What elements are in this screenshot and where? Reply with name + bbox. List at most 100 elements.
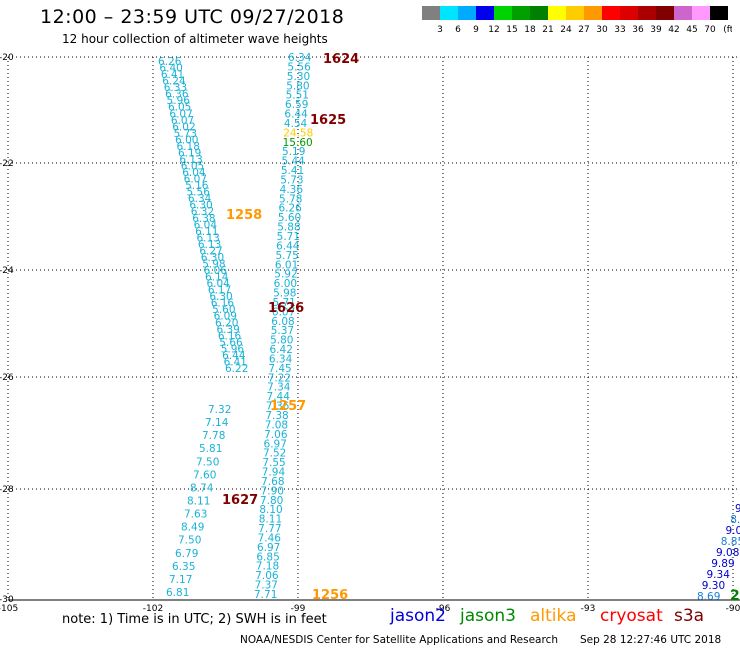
colorbar-label: 45 (686, 25, 697, 34)
colorbar-label: 18 (524, 25, 536, 34)
colorbar-label: 27 (578, 25, 589, 34)
wave-height-value: 7.38 (265, 410, 288, 422)
wave-height-value: 6.34 (269, 353, 293, 365)
wave-height-value: 8. (730, 514, 740, 526)
colorbar-label: 6 (455, 25, 461, 34)
wave-height-value: 5.73 (280, 174, 303, 186)
lat-tick-label: -26 (0, 373, 14, 383)
wave-height-value: 8.74 (190, 482, 214, 494)
colorbar-swatch (710, 6, 728, 20)
track-corner: 98.9.08.859.089.899.349.308.69 (697, 503, 740, 603)
wave-height-value: 6.38 (192, 213, 215, 225)
wave-height-value: 7.63 (184, 509, 207, 521)
map-title: 12:00 – 23:59 UTC 09/27/2018 (40, 6, 345, 28)
wave-height-value: 4.36 (280, 184, 304, 196)
wave-height-value: 6.27 (199, 245, 222, 257)
lat-tick-label: -22 (0, 159, 14, 169)
colorbar-label: 9 (473, 25, 479, 34)
colorbar-swatch (476, 6, 494, 20)
wave-height-value: 6.19 (178, 147, 201, 159)
wave-height-value: 7.06 (264, 429, 288, 441)
wave-height-value: 7.06 (255, 570, 279, 582)
wave-height-value: 7.71 (254, 589, 277, 601)
wave-height-value: 5.37 (271, 325, 294, 337)
wave-height-value: 5.44 (281, 156, 305, 168)
wave-height-value: 5.16 (185, 180, 209, 192)
pass-label-1258: 1258 (226, 208, 262, 223)
wave-height-value: 9.30 (702, 580, 725, 592)
wave-height-value: 8.49 (181, 522, 204, 534)
colorbar-swatch (602, 6, 620, 20)
wave-height-value: 9.08 (716, 547, 739, 559)
colorbar-swatch (440, 6, 458, 20)
wave-height-value: 5.80 (270, 335, 293, 347)
colorbar-swatch (656, 6, 674, 20)
pass-label-1624: 1624 (323, 52, 359, 67)
wave-height-value: 8.85 (721, 536, 740, 548)
wave-height-value: 6.16 (218, 330, 242, 342)
wave-height-value: 6.36 (165, 89, 189, 101)
wave-height-value: 9 (735, 503, 740, 515)
footer-timestamp: Sep 28 12:27:46 UTC 2018 (580, 634, 722, 646)
wave-height-value: 7.50 (178, 535, 201, 547)
colorbar-swatch (494, 6, 512, 20)
wave-height-value: 6.41 (224, 356, 247, 368)
wave-height-value: 6.05 (168, 102, 191, 114)
wave-height-value: 5.56 (287, 61, 311, 73)
wave-height-value: 6.16 (211, 298, 235, 310)
wave-height-value: 7.17 (169, 574, 192, 586)
wave-height-value: 7.32 (208, 404, 231, 416)
latitude-axis: -20 -22 -24 -26 -28 -30 (0, 53, 14, 605)
pass-labels: 1624 1625 1258 1626 1257 1627 1256 2 (222, 52, 740, 604)
wave-height-value: 5.51 (286, 90, 309, 102)
map-subtitle: 12 hour collection of altimeter wave hei… (62, 32, 328, 46)
wave-height-value: 7.55 (262, 457, 285, 469)
colorbar-label: 36 (632, 25, 644, 34)
colorbar-swatch (692, 6, 710, 20)
wave-height-value: 6.26 (278, 203, 302, 215)
lon-tick-label: -96 (436, 604, 451, 614)
wave-height-value: 5.81 (199, 443, 222, 455)
wave-height-value: 6.44 (284, 109, 308, 121)
wave-height-value: 6.07 (272, 306, 295, 318)
units-note: note: 1) Time is in UTC; 2) SWH is in fe… (62, 612, 327, 627)
wave-height-value: 24.58 (283, 127, 313, 139)
wave-height-value: 6.13 (196, 232, 219, 244)
lon-tick-label: -99 (291, 604, 306, 614)
wave-height-value: 5.60 (278, 212, 301, 224)
colorbar-swatch (422, 6, 440, 20)
wave-height-value: 7.45 (268, 363, 291, 375)
pass-label-1625: 1625 (310, 113, 346, 128)
colorbar-label: 70 (704, 25, 716, 34)
wave-height-value: 9.0 (726, 525, 740, 537)
wave-height-value: 6.34 (188, 193, 212, 205)
colorbar-label: 42 (668, 25, 679, 34)
colorbar-swatch (620, 6, 638, 20)
wave-height-value: 5.41 (281, 165, 304, 177)
lat-tick-label: -24 (0, 266, 14, 276)
wave-height-value: 6.07 (184, 174, 207, 186)
wave-height-value: 7.60 (193, 469, 216, 481)
wave-height-value: 6.59 (285, 99, 308, 111)
wave-height-value: 5.88 (277, 222, 300, 234)
wave-height-value: 8.69 (697, 591, 720, 603)
wave-height-value: 4.54 (284, 118, 308, 130)
wave-height-value: 6.44 (276, 240, 300, 252)
wave-height-value: 8.10 (259, 504, 282, 516)
map-grid (7, 56, 740, 601)
pass-label-1257: 1257 (270, 399, 306, 414)
colorbar-label: 24 (560, 25, 572, 34)
wave-height-value: 6.85 (256, 551, 279, 563)
wave-height-value: 6.06 (204, 265, 228, 277)
track-right: 6.345.565.305.805.516.596.444.5424.5815.… (254, 52, 313, 601)
wave-height-value: 6.30 (189, 200, 212, 212)
colorbar-swatch (584, 6, 602, 20)
colorbar-label: 15 (506, 25, 517, 34)
colorbar-label: 21 (542, 25, 553, 34)
legend-cryosat: cryosat (600, 606, 663, 626)
lon-tick-label: -102 (143, 604, 163, 614)
wave-height-value: 6.42 (270, 344, 293, 356)
wave-height-value: 6.41 (161, 69, 184, 81)
colorbar-label: 33 (614, 25, 625, 34)
